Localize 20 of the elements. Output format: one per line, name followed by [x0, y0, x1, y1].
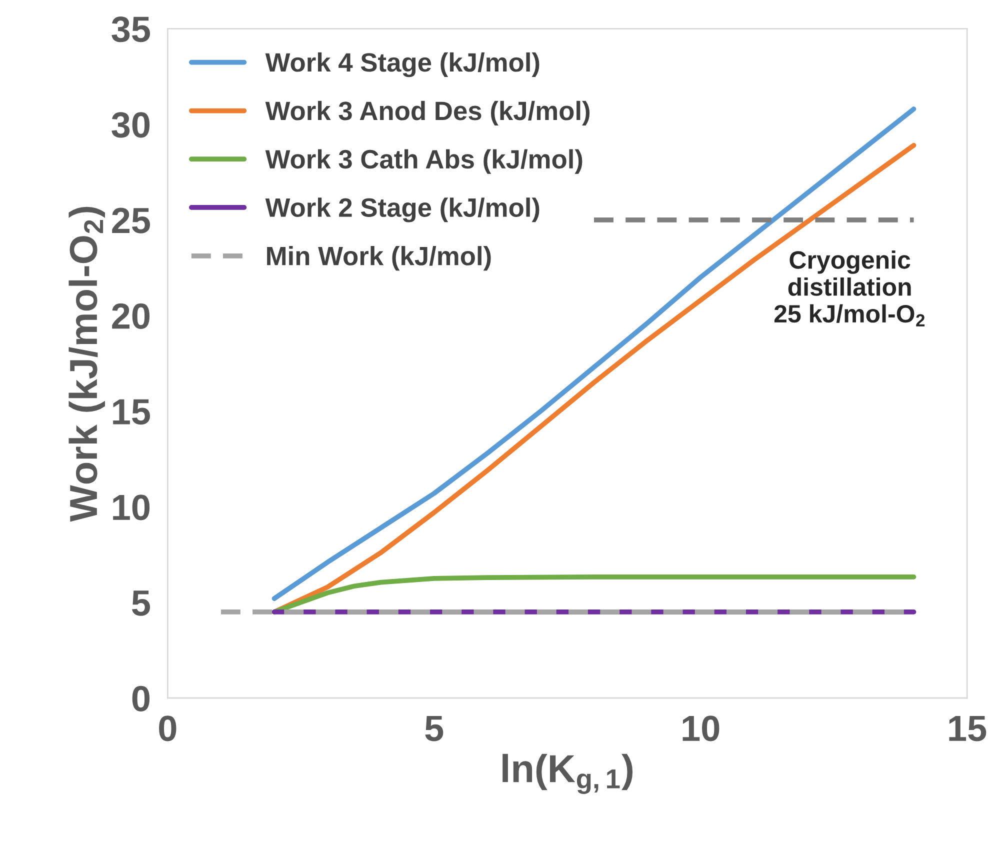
annotation: Cryogenic distillation 25 kJ/mol-O$_{2}$	[774, 250, 925, 326]
y-tick-label: 10	[113, 494, 150, 520]
legend-label: Work 2 Stage (kJ/mol)	[265, 198, 540, 222]
y-tick-label: 20	[112, 303, 150, 329]
x-tick-label: 0	[159, 716, 176, 742]
x-tick-label: 5	[425, 716, 444, 742]
y-axis-title: Work (kJ/mol-O$_{2}$)	[68, 206, 105, 522]
x-tick-label: 15	[949, 716, 986, 742]
y-tick-label: 0	[132, 686, 150, 712]
legend-label: Work 3 Anod Des (kJ/mol)	[265, 100, 590, 126]
legend-label: Work 4 Stage (kJ/mol)	[265, 52, 540, 78]
legend-label: Min Work (kJ/mol)	[267, 246, 491, 271]
x-tick-label: 10	[682, 716, 720, 742]
y-tick-label: 30	[112, 112, 150, 138]
y-tick-label: 25	[112, 208, 150, 234]
y-tick-label: 35	[112, 16, 150, 42]
y-tick-label: 15	[113, 399, 150, 425]
x-axis-title: ln(K$_{g,1}$)	[502, 754, 633, 794]
y-tick-label: 5	[132, 590, 150, 616]
legend-label: Work 3 Cath Abs (kJ/mol)	[265, 149, 582, 174]
